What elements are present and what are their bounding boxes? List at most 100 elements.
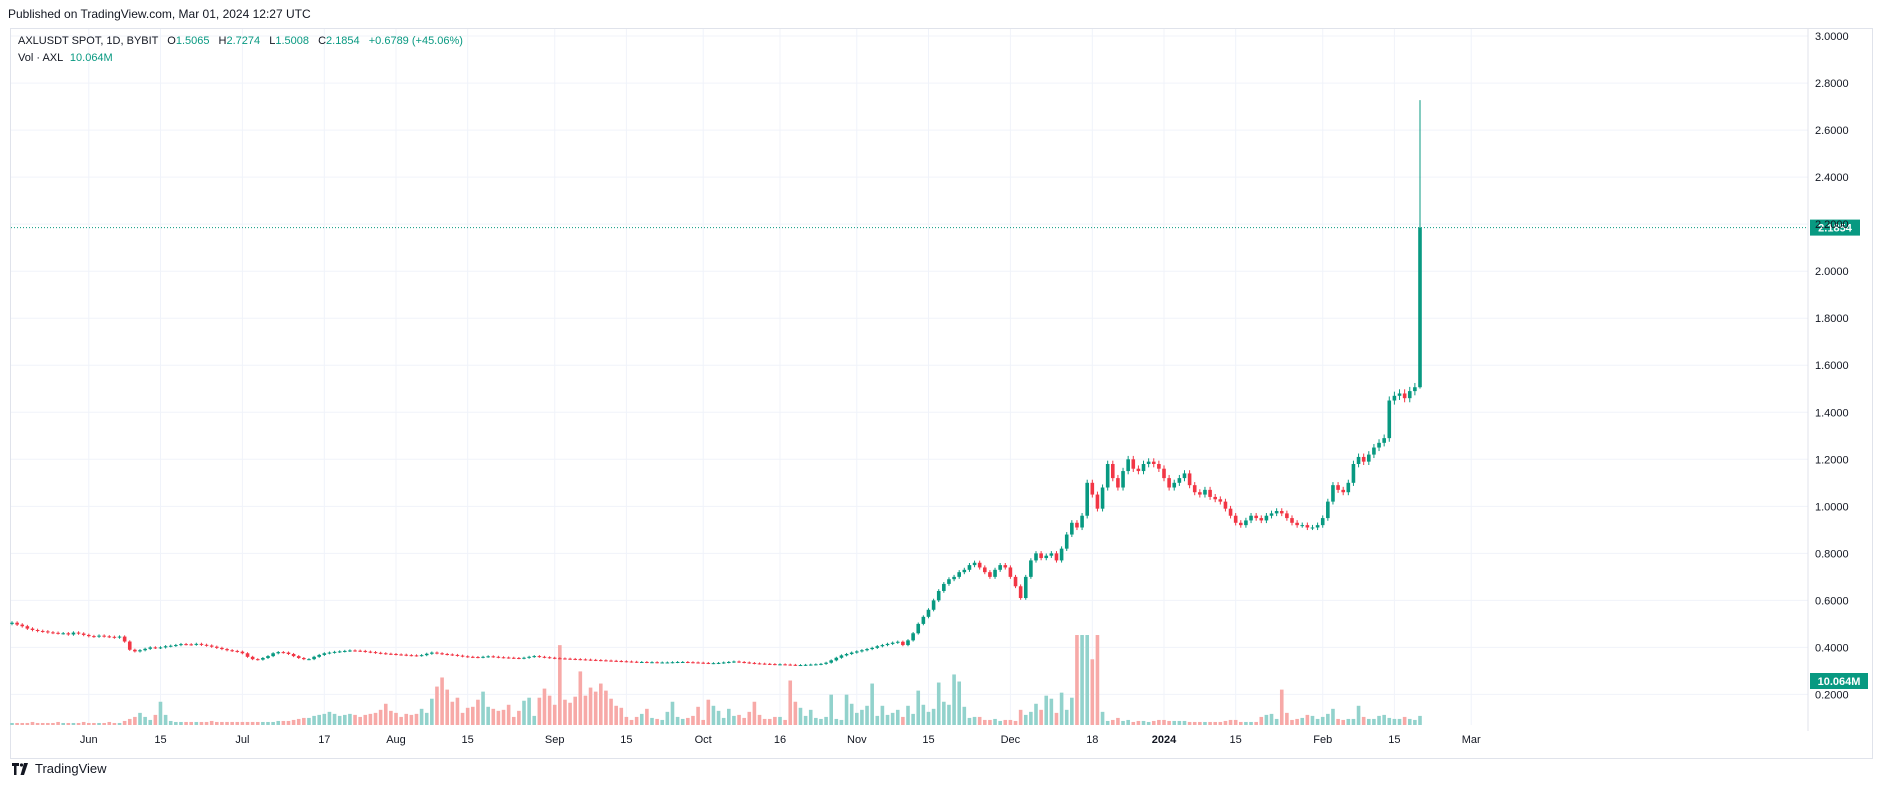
candle-body — [957, 572, 961, 577]
candle — [1167, 474, 1171, 491]
volume-bar — [527, 697, 531, 725]
candle-body — [122, 636, 127, 642]
candle — [870, 646, 874, 651]
candle-body — [189, 644, 193, 646]
volume-bar — [102, 722, 106, 725]
candle — [1254, 513, 1258, 521]
candle-body — [138, 650, 142, 652]
volume-bar — [983, 719, 987, 725]
candle — [747, 661, 752, 664]
candle-body — [568, 658, 572, 660]
candle-body — [506, 657, 511, 659]
candle-body — [435, 652, 439, 654]
candle-body — [76, 632, 81, 634]
candle-body — [414, 655, 419, 657]
candle — [143, 647, 147, 652]
candle-body — [1377, 442, 1381, 448]
volume-bar — [1331, 708, 1335, 725]
volume-bar — [327, 711, 332, 725]
candle — [158, 646, 163, 649]
candle — [849, 651, 854, 656]
candle — [839, 654, 844, 659]
candle — [1341, 486, 1345, 496]
candle — [332, 650, 337, 654]
volume-bar — [839, 719, 844, 725]
volume-bar — [435, 686, 439, 725]
candle-body — [1049, 553, 1054, 556]
volume-bar — [793, 701, 798, 725]
candle-body — [1172, 482, 1177, 488]
volume-bar — [1213, 721, 1217, 725]
candle — [993, 567, 997, 579]
candle — [1239, 520, 1243, 528]
volume-bar — [1151, 720, 1156, 725]
candle — [373, 651, 378, 654]
candle — [721, 661, 726, 664]
volume-bar — [880, 705, 885, 725]
volume-bar — [860, 709, 864, 725]
volume-bar — [993, 718, 997, 725]
volume-bar — [1177, 720, 1182, 725]
candle — [1269, 510, 1274, 519]
volume-bar — [1372, 718, 1376, 725]
candle — [947, 577, 951, 586]
volume-bar — [76, 722, 81, 725]
candle — [696, 661, 700, 664]
volume-bar — [808, 709, 813, 725]
candle — [527, 655, 531, 659]
candle-body — [1367, 454, 1371, 462]
candle-body — [1039, 553, 1043, 559]
candle — [1003, 562, 1008, 570]
candle — [302, 656, 306, 661]
volume-bar — [404, 713, 409, 725]
volume-bar — [890, 712, 895, 725]
candle-body — [532, 656, 537, 658]
candle — [537, 655, 542, 658]
volume-bar — [634, 716, 639, 725]
volume-bar — [1290, 719, 1294, 725]
candle-body — [1228, 508, 1233, 516]
volume-bar — [92, 722, 96, 725]
candle-body — [112, 636, 117, 638]
candle-body — [983, 567, 987, 573]
candle — [1100, 484, 1105, 512]
candle — [706, 661, 711, 665]
volume-bar — [1116, 717, 1120, 725]
candle-body — [1100, 487, 1105, 509]
volume-bar — [184, 721, 188, 725]
price-tick-label: 1.4000 — [1815, 407, 1849, 419]
candle — [639, 661, 644, 663]
candle-body — [1023, 576, 1028, 599]
candle — [1274, 508, 1279, 517]
volume-bar — [481, 691, 485, 725]
chart-frame[interactable] — [10, 28, 1873, 759]
candle — [773, 663, 777, 666]
volume-bar — [358, 716, 362, 725]
volume-bar — [250, 721, 255, 725]
volume-bar — [225, 721, 229, 725]
candle-body — [624, 661, 629, 663]
candle — [87, 633, 91, 638]
volume-bar — [158, 701, 163, 725]
volume-bar — [312, 715, 316, 725]
candle-body — [1080, 515, 1084, 528]
volume-bar — [40, 722, 45, 725]
candle — [1223, 498, 1228, 512]
tradingview-logo[interactable]: TradingView — [12, 761, 107, 776]
candle — [967, 562, 972, 572]
candle — [619, 660, 624, 663]
volume-bar — [1044, 695, 1049, 725]
candle-body — [767, 663, 772, 665]
candle — [1172, 479, 1177, 491]
candle-body — [455, 654, 460, 656]
candle — [445, 652, 449, 656]
candle-body — [926, 609, 931, 617]
volume-bar — [1387, 717, 1392, 725]
candle-body — [721, 662, 726, 664]
volume-bar — [25, 722, 30, 725]
candle-body — [757, 663, 762, 665]
volume-bar — [363, 714, 368, 725]
candle-body — [389, 653, 393, 655]
volume-bar — [517, 710, 521, 725]
